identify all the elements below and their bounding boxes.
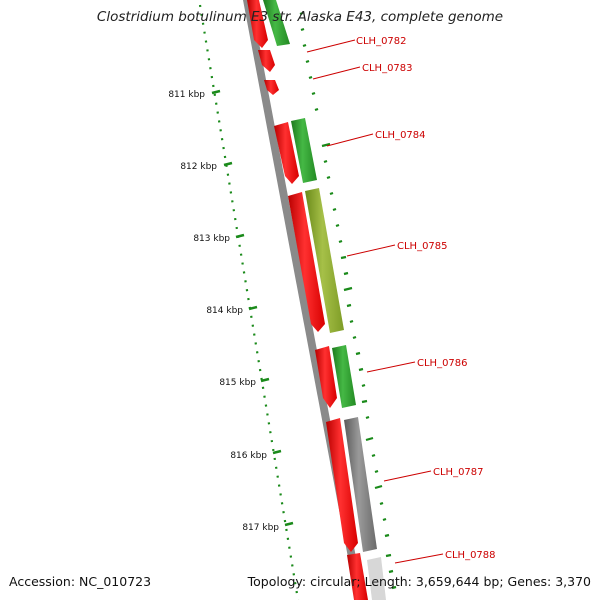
gene-block-clh-0787[interactable] [344, 417, 377, 552]
ruler-label: 814 kbp [206, 306, 243, 316]
cds-arrow[interactable] [347, 553, 368, 600]
leader-line [306, 39, 356, 53]
leader-line [326, 133, 374, 147]
gene-label-clh-0788[interactable]: CLH_0788 [445, 550, 496, 561]
ruler-tick [248, 305, 258, 311]
label-leaders [306, 39, 444, 564]
gene-label-clh-0784[interactable]: CLH_0784 [375, 130, 426, 141]
ruler-label: 811 kbp [168, 90, 205, 100]
ruler-tick [235, 233, 245, 239]
gene-block-clh-0784[interactable] [291, 118, 317, 183]
ruler-label: 812 kbp [180, 162, 217, 172]
gene-block-clh-0788[interactable] [367, 557, 386, 600]
gene-label-clh-0786[interactable]: CLH_0786 [417, 358, 468, 369]
gene-label-clh-0785[interactable]: CLH_0785 [397, 241, 448, 252]
leader-line [394, 553, 444, 564]
gene-labels: CLH_0782 CLH_0783 CLH_0784 CLH_0785 CLH_… [356, 36, 496, 561]
cds-features [247, 0, 368, 600]
cds-arrow[interactable] [247, 0, 268, 48]
ruler-label: 816 kbp [230, 451, 267, 461]
cds-arrow[interactable] [326, 418, 358, 552]
leader-line [383, 470, 432, 482]
ruler-label: 815 kbp [219, 378, 256, 388]
leader-line [346, 244, 396, 257]
ruler-tick [260, 377, 270, 383]
gene-label-clh-0783[interactable]: CLH_0783 [362, 63, 413, 74]
ruler-label: 813 kbp [193, 234, 230, 244]
outer-track-marks [299, 11, 397, 590]
cds-arrow[interactable] [315, 346, 337, 408]
leader-line [312, 66, 361, 80]
gene-label-clh-0787[interactable]: CLH_0787 [433, 467, 484, 478]
ruler-tick [223, 161, 233, 167]
gene-features [263, 0, 386, 600]
gene-block-clh-0782[interactable] [263, 0, 290, 46]
gene-block-clh-0785[interactable] [305, 188, 344, 333]
genome-stats-text: Topology: circular; Length: 3,659,644 bp… [247, 574, 591, 589]
ruler-dotted-line [198, 4, 300, 600]
ruler-ticks [211, 89, 294, 527]
cds-arrow[interactable] [258, 50, 275, 72]
cds-arrow[interactable] [288, 192, 325, 332]
map-title: Clostridium botulinum E3 str. Alaska E43… [96, 9, 504, 25]
ruler-tick [284, 521, 294, 527]
ruler-tick [272, 449, 282, 455]
cds-arrow[interactable] [274, 122, 299, 184]
gene-block-clh-0786[interactable] [332, 345, 356, 408]
ruler-label: 817 kbp [242, 523, 279, 533]
gene-label-clh-0782[interactable]: CLH_0782 [356, 36, 407, 47]
leader-line [366, 361, 416, 373]
ruler-labels: 811 kbp 812 kbp 813 kbp 814 kbp 815 kbp … [168, 90, 279, 533]
ruler-tick [211, 89, 221, 95]
accession-text: Accession: NC_010723 [9, 574, 152, 589]
cds-arrow[interactable] [264, 80, 279, 95]
